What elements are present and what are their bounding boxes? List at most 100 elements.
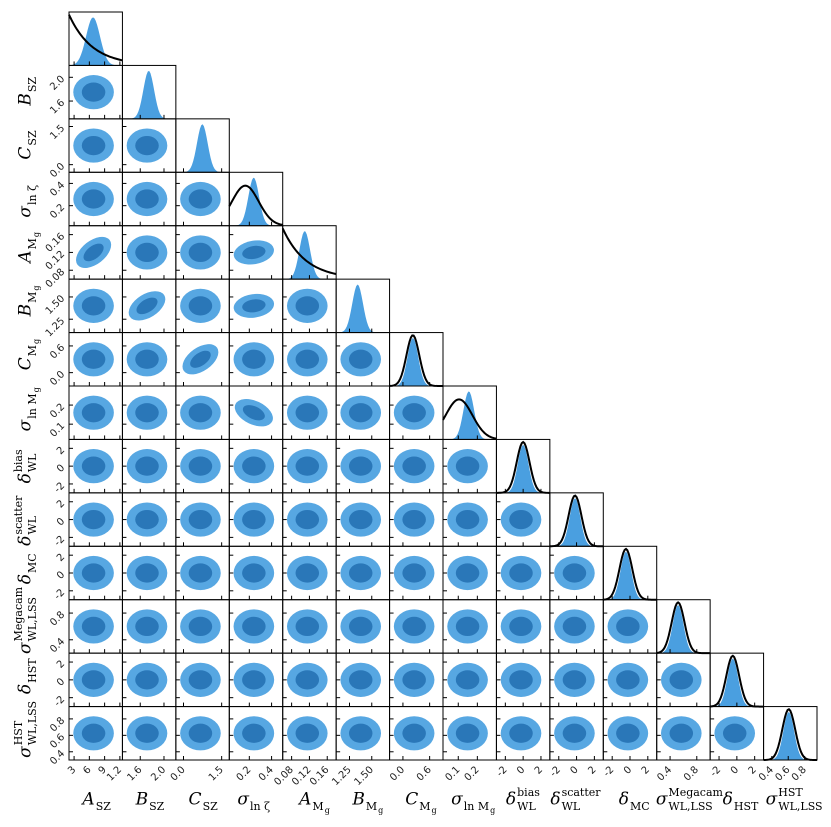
- contour-inner: [348, 349, 373, 369]
- label-sub: SZ: [96, 800, 112, 813]
- contour-inner: [402, 616, 426, 637]
- contour-inner: [135, 456, 159, 476]
- panel: [68, 118, 123, 173]
- panel: [175, 118, 230, 173]
- contour-inner: [455, 670, 480, 690]
- y-tick-label: 2: [55, 445, 67, 457]
- panel: [389, 652, 444, 708]
- x-tick-label: 2: [533, 764, 545, 776]
- y-tick-label: -2: [52, 587, 67, 602]
- x-tick-label: 0.0: [388, 764, 407, 783]
- panel: [228, 385, 284, 440]
- marginal: [710, 658, 764, 707]
- contour-inner: [81, 82, 106, 102]
- label-sub2: g: [32, 339, 41, 344]
- panel: [175, 225, 230, 280]
- panel: [389, 545, 444, 601]
- label-symbol: σ: [451, 790, 463, 810]
- panel: [175, 545, 230, 601]
- y-axis-label: CSZ: [16, 130, 40, 160]
- y-tick-label: 0.0: [48, 161, 67, 180]
- contour-inner: [402, 403, 426, 423]
- contour-inner: [188, 242, 213, 263]
- label-sub: WL: [26, 515, 39, 534]
- contour-inner: [81, 670, 106, 690]
- contour-inner: [188, 670, 213, 690]
- panel: [121, 385, 177, 440]
- y-axis-label: δMC: [16, 553, 40, 584]
- y-tick-label: 0.2: [48, 202, 67, 221]
- label-sub: ln M: [26, 393, 39, 418]
- contour-inner: [81, 563, 106, 583]
- label-symbol: C: [16, 147, 36, 160]
- y-tick-label: 0: [55, 463, 67, 475]
- contour-inner: [455, 509, 480, 530]
- contour-inner: [509, 509, 533, 530]
- prior-curve: [228, 184, 283, 226]
- label-sub: ln M: [464, 800, 489, 813]
- panel: [282, 706, 337, 761]
- contour-inner: [242, 245, 266, 260]
- panel: [335, 332, 391, 387]
- contour-inner: [135, 349, 159, 369]
- x-tick-label: 0.2: [235, 764, 254, 783]
- panel: [68, 652, 123, 708]
- panel: [121, 118, 177, 173]
- contour-inner: [562, 563, 587, 583]
- label-sup: Megacam: [12, 586, 25, 641]
- x-axis-label: δ HST: [723, 790, 759, 814]
- y-tick-label: 0.4: [48, 180, 67, 199]
- panel: [175, 385, 230, 440]
- panel: [389, 385, 444, 440]
- x-tick-label: -2: [708, 764, 723, 779]
- panel: [763, 706, 818, 761]
- y-tick-label: 0.1: [48, 421, 67, 440]
- marginal: [122, 70, 176, 119]
- contour-inner: [188, 456, 213, 476]
- panel: [121, 652, 177, 708]
- label-sub: HST: [26, 658, 39, 683]
- label-symbol: σ: [237, 790, 249, 810]
- contour-inner: [242, 349, 266, 369]
- panel: [442, 545, 497, 601]
- x-tick-label: 0.2: [463, 764, 482, 783]
- x-tick-label: 0.16: [308, 764, 332, 788]
- contour-inner: [81, 296, 106, 316]
- y-tick-label: 0.12: [44, 249, 68, 273]
- contour-inner: [509, 563, 533, 583]
- x-tick-label: 1.6: [125, 764, 144, 783]
- panel: [121, 225, 177, 280]
- marginal: [496, 444, 550, 493]
- contour-inner: [135, 242, 159, 263]
- contour-inner: [455, 563, 480, 583]
- label-symbol: σ: [16, 746, 36, 758]
- y-tick-label: 1.25: [44, 316, 68, 340]
- y-tick-label: 0: [55, 569, 67, 581]
- x-tick-label: 3: [66, 764, 78, 776]
- panel: [175, 171, 230, 227]
- panel: [389, 438, 444, 494]
- y-tick-label: -2: [52, 534, 67, 549]
- x-tick-label: 0: [515, 764, 527, 776]
- panel: [281, 225, 337, 280]
- label-sup: Megacam: [668, 786, 723, 799]
- panel: [335, 438, 391, 494]
- label-sub: M: [419, 800, 430, 813]
- panel: [709, 706, 765, 761]
- x-tick-label: 0.6: [415, 764, 434, 783]
- panel: [495, 706, 551, 761]
- panel: [228, 171, 284, 227]
- x-tick-label: -2: [602, 764, 617, 779]
- y-tick-label: -2: [52, 480, 67, 495]
- contour-inner: [616, 723, 640, 743]
- panel: [442, 385, 497, 440]
- label-sub: ln ζ: [250, 800, 270, 813]
- x-tick-label: 0: [729, 764, 741, 776]
- contour-inner: [135, 670, 159, 690]
- marginal: [229, 177, 283, 226]
- contour-inner: [348, 563, 373, 583]
